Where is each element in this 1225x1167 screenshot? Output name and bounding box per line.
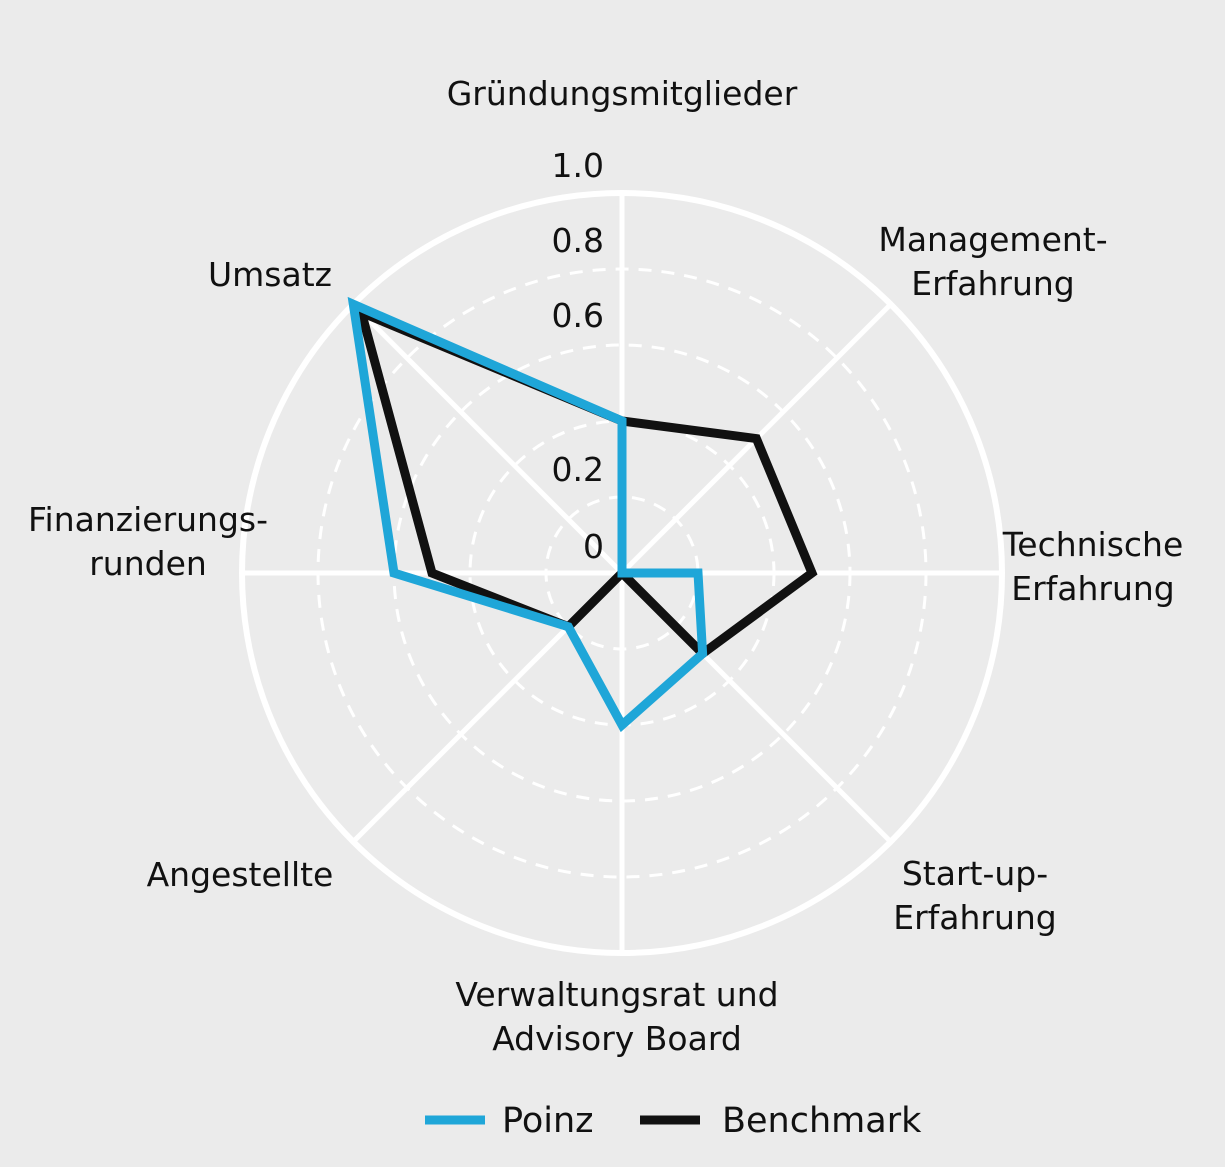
axis-label: Finanzierungs-runden [28, 500, 268, 583]
axis-label: Umsatz [208, 255, 332, 294]
axis-label: Start-up-Erfahrung [893, 854, 1057, 937]
radial-tick-labels: 0 0.2 0.6 0.8 1.0 [552, 146, 604, 566]
radial-tick-label: 0.6 [552, 296, 604, 335]
series-poinz-polygon [347, 296, 708, 733]
radar-series [347, 296, 818, 733]
radar-grid [239, 190, 1005, 956]
legend: Poinz Benchmark [425, 1101, 922, 1141]
axis-label: Technische Erfahrung [1002, 525, 1184, 608]
axis-label: Angestellte [147, 855, 334, 894]
axis-label: Management-Erfahrung [878, 220, 1107, 303]
radial-tick-label: 0 [583, 527, 604, 566]
radial-tick-label: 0.8 [552, 221, 604, 260]
grid-spoke [351, 302, 624, 575]
legend-label-benchmark: Benchmark [722, 1101, 922, 1141]
radial-tick-label: 0.2 [552, 450, 604, 489]
radial-tick-label: 1.0 [552, 146, 604, 185]
axis-label: Verwaltungsrat und Advisory Board [455, 975, 778, 1058]
legend-label-poinz: Poinz [502, 1101, 594, 1141]
axis-labels: Gründungsmitglieder Management-Erfahrung T… [28, 74, 1183, 1058]
axis-label: Gründungsmitglieder [447, 74, 798, 113]
